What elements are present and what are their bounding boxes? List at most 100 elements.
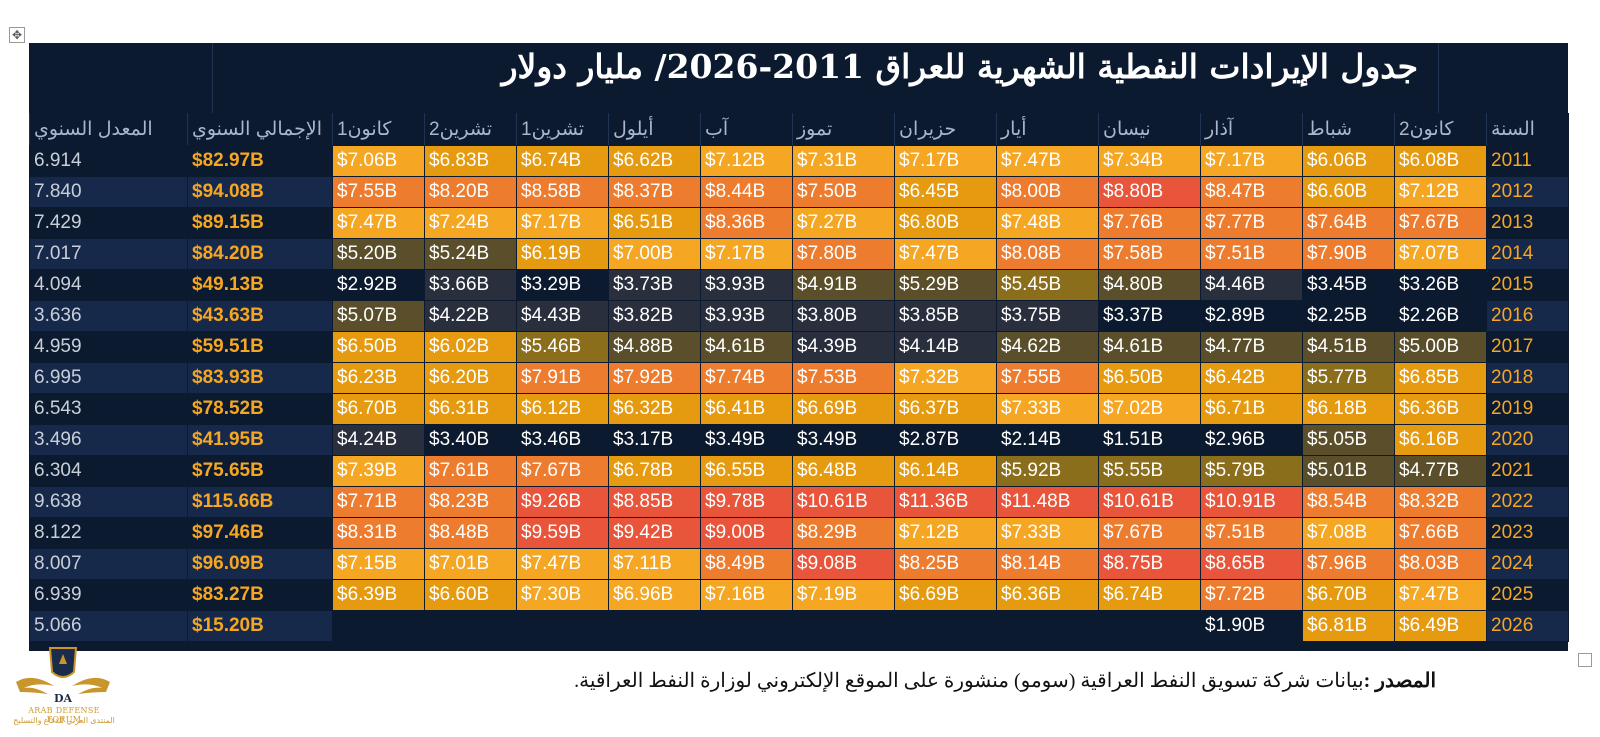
table-row: 2020 $6.16B $5.05B $2.96B $1.51B $2.14B $2.87B…: [29, 424, 1569, 456]
month-value-cell: $7.33B: [996, 393, 1099, 425]
month-value-cell: $2.92B: [332, 269, 425, 301]
month-value-cell: $7.96B: [1302, 548, 1395, 580]
header-month: أيار: [996, 113, 1099, 146]
month-value-cell: $3.82B: [608, 300, 701, 332]
year-cell: 2024: [1486, 548, 1569, 580]
annual-average-cell: 6.914: [29, 145, 188, 177]
month-value-cell: $7.00B: [608, 238, 701, 270]
month-value-cell: $1.51B: [1098, 424, 1201, 456]
month-value-cell: $5.29B: [894, 269, 997, 301]
month-value-cell: $6.45B: [894, 176, 997, 208]
month-value-cell: $6.18B: [1302, 393, 1395, 425]
month-value-cell: [1098, 610, 1201, 642]
revenue-table-container: جدول الإيرادات النفطية الشهرية للعراق 20…: [29, 43, 1569, 651]
month-value-cell: $7.47B: [1394, 579, 1487, 611]
annual-total-cell: $97.46B: [187, 517, 333, 549]
month-value-cell: $3.93B: [700, 300, 793, 332]
table-row: 2022 $8.32B $8.54B $10.91B $10.61B $11.48B $11…: [29, 486, 1569, 518]
month-value-cell: $7.01B: [424, 548, 517, 580]
year-cell: 2021: [1486, 455, 1569, 487]
annual-total-cell: $94.08B: [187, 176, 333, 208]
month-value-cell: $3.26B: [1394, 269, 1487, 301]
year-cell: 2011: [1486, 145, 1569, 177]
month-value-cell: $7.12B: [1394, 176, 1487, 208]
year-cell: 2016: [1486, 300, 1569, 332]
month-value-cell: $8.08B: [996, 238, 1099, 270]
month-value-cell: $7.76B: [1098, 207, 1201, 239]
annual-average-cell: 4.094: [29, 269, 188, 301]
month-value-cell: $6.74B: [516, 145, 609, 177]
annual-average-cell: 5.066: [29, 610, 188, 642]
month-value-cell: $8.44B: [700, 176, 793, 208]
month-value-cell: $8.54B: [1302, 486, 1395, 518]
month-value-cell: [332, 610, 425, 642]
annual-average-cell: 6.939: [29, 579, 188, 611]
month-value-cell: $7.67B: [1098, 517, 1201, 549]
month-value-cell: $7.53B: [792, 362, 895, 394]
table-row: 2013 $7.67B $7.64B $7.77B $7.76B $7.48B $6.80B…: [29, 207, 1569, 239]
annual-average-cell: 6.995: [29, 362, 188, 394]
month-value-cell: $7.17B: [516, 207, 609, 239]
month-value-cell: $5.77B: [1302, 362, 1395, 394]
logo-text-arabic: المنتدى العربي للدفاع والتسليح: [13, 716, 115, 725]
month-value-cell: $1.90B: [1200, 610, 1303, 642]
month-value-cell: $7.90B: [1302, 238, 1395, 270]
month-value-cell: [700, 610, 793, 642]
month-value-cell: $6.32B: [608, 393, 701, 425]
month-value-cell: $7.67B: [516, 455, 609, 487]
month-value-cell: $7.77B: [1200, 207, 1303, 239]
month-value-cell: $7.74B: [700, 362, 793, 394]
month-value-cell: $6.19B: [516, 238, 609, 270]
month-value-cell: $8.36B: [700, 207, 793, 239]
month-value-cell: $5.05B: [1302, 424, 1395, 456]
month-value-cell: $7.50B: [792, 176, 895, 208]
month-value-cell: $7.11B: [608, 548, 701, 580]
month-value-cell: $4.61B: [700, 331, 793, 363]
month-value-cell: $2.14B: [996, 424, 1099, 456]
month-value-cell: $3.45B: [1302, 269, 1395, 301]
table-move-handle[interactable]: ✥: [9, 27, 25, 43]
month-value-cell: $3.73B: [608, 269, 701, 301]
month-value-cell: $7.15B: [332, 548, 425, 580]
month-value-cell: $7.33B: [996, 517, 1099, 549]
month-value-cell: $7.08B: [1302, 517, 1395, 549]
month-value-cell: $4.43B: [516, 300, 609, 332]
month-value-cell: $7.64B: [1302, 207, 1395, 239]
month-value-cell: $5.00B: [1394, 331, 1487, 363]
annual-total-cell: $82.97B: [187, 145, 333, 177]
year-cell: 2019: [1486, 393, 1569, 425]
month-value-cell: $7.19B: [792, 579, 895, 611]
annual-average-cell: 8.122: [29, 517, 188, 549]
month-value-cell: $2.25B: [1302, 300, 1395, 332]
month-value-cell: $6.23B: [332, 362, 425, 394]
month-value-cell: $5.20B: [332, 238, 425, 270]
month-value-cell: $7.47B: [894, 238, 997, 270]
year-cell: 2012: [1486, 176, 1569, 208]
month-value-cell: $10.61B: [792, 486, 895, 518]
month-value-cell: $8.48B: [424, 517, 517, 549]
annual-average-cell: 9.638: [29, 486, 188, 518]
month-value-cell: $10.61B: [1098, 486, 1201, 518]
month-value-cell: $6.41B: [700, 393, 793, 425]
month-value-cell: $6.96B: [608, 579, 701, 611]
month-value-cell: $6.55B: [700, 455, 793, 487]
forum-logo: DA: [16, 647, 110, 705]
month-value-cell: $4.77B: [1394, 455, 1487, 487]
month-value-cell: $6.74B: [1098, 579, 1201, 611]
header-month: تشرين1: [516, 113, 609, 146]
month-value-cell: $2.89B: [1200, 300, 1303, 332]
annual-total-cell: $78.52B: [187, 393, 333, 425]
header-month: أيلول: [608, 113, 701, 146]
month-value-cell: $6.62B: [608, 145, 701, 177]
month-value-cell: $6.36B: [996, 579, 1099, 611]
month-value-cell: $7.02B: [1098, 393, 1201, 425]
month-value-cell: [894, 610, 997, 642]
month-value-cell: $4.22B: [424, 300, 517, 332]
source-note: المصدر :بيانات شركة تسويق النفط العراقية…: [0, 669, 1436, 693]
table-resize-handle[interactable]: [1578, 653, 1592, 667]
month-value-cell: $7.12B: [894, 517, 997, 549]
month-value-cell: $2.96B: [1200, 424, 1303, 456]
month-value-cell: $3.80B: [792, 300, 895, 332]
month-value-cell: $6.51B: [608, 207, 701, 239]
year-cell: 2013: [1486, 207, 1569, 239]
